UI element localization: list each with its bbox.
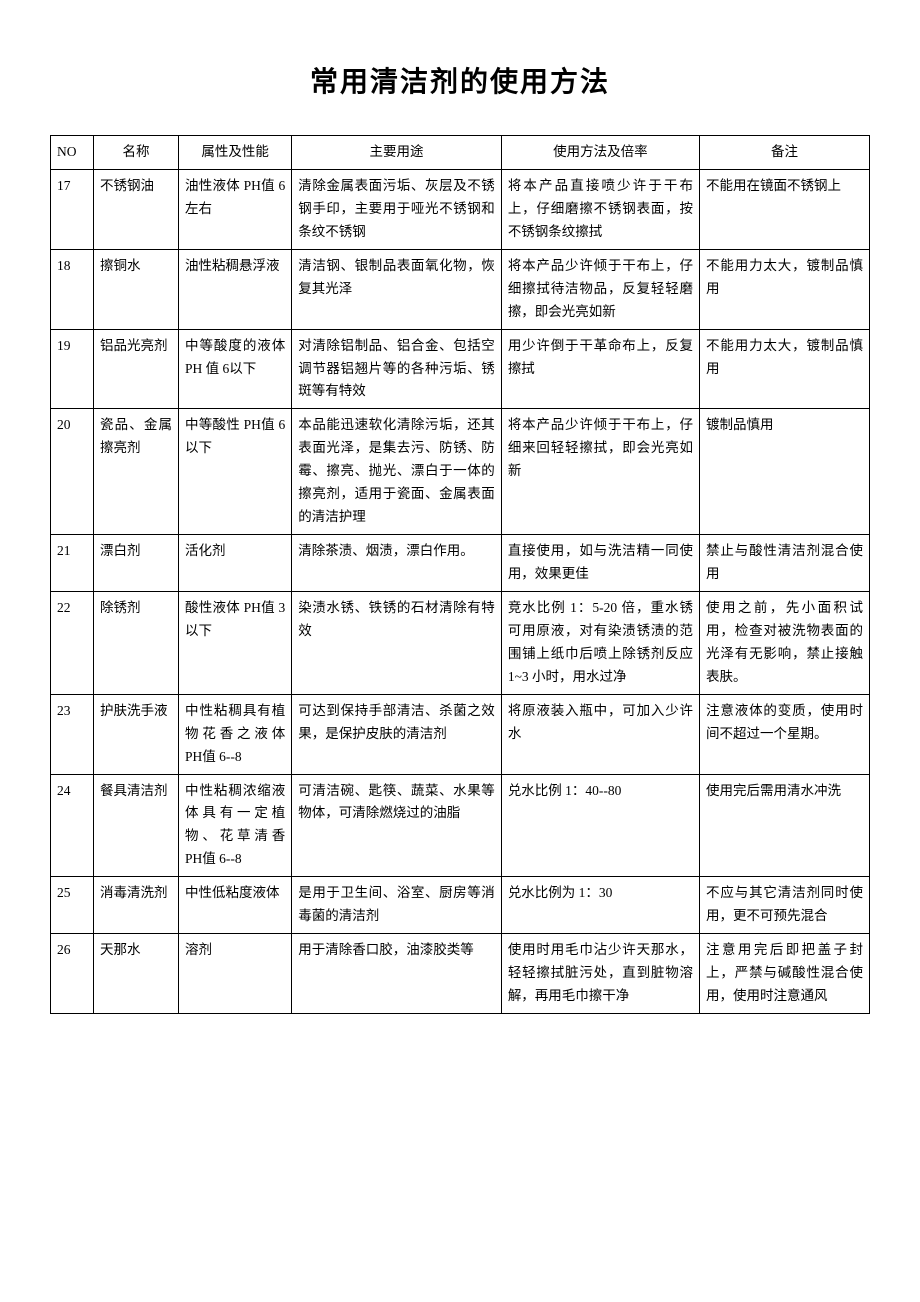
cell-no: 23 xyxy=(51,694,94,774)
cell-use: 清除茶渍、烟渍，漂白作用。 xyxy=(292,535,502,592)
cell-name: 护肤洗手液 xyxy=(94,694,179,774)
cell-no: 18 xyxy=(51,249,94,329)
cell-name: 擦铜水 xyxy=(94,249,179,329)
cell-name: 除锈剂 xyxy=(94,591,179,694)
table-row: 19 铝品光亮剂 中等酸度的液体 PH 值 6以下 对清除铝制品、铝合金、包括空… xyxy=(51,329,870,409)
cell-note: 不能用力太大，镀制品慎用 xyxy=(700,329,870,409)
cell-use: 清除金属表面污垢、灰层及不锈钢手印，主要用于哑光不锈钢和条纹不锈钢 xyxy=(292,169,502,249)
table-header-row: NO 名称 属性及性能 主要用途 使用方法及倍率 备注 xyxy=(51,136,870,170)
cell-method: 用少许倒于干革命布上，反复擦拭 xyxy=(501,329,699,409)
cleaning-agents-table: NO 名称 属性及性能 主要用途 使用方法及倍率 备注 17 不锈钢油 油性液体… xyxy=(50,135,870,1014)
cell-name: 餐具清洁剂 xyxy=(94,774,179,877)
header-no: NO xyxy=(51,136,94,170)
cell-method: 使用时用毛巾沾少许天那水，轻轻擦拭脏污处，直到脏物溶解，再用毛巾擦干净 xyxy=(501,934,699,1014)
page-title: 常用清洁剂的使用方法 xyxy=(50,60,870,100)
table-row: 18 擦铜水 油性粘稠悬浮液 清洁钢、银制品表面氧化物，恢复其光泽 将本产品少许… xyxy=(51,249,870,329)
cell-no: 20 xyxy=(51,409,94,535)
cell-use: 可达到保持手部清洁、杀菌之效果，是保护皮肤的清洁剂 xyxy=(292,694,502,774)
cell-use: 对清除铝制品、铝合金、包括空调节器铝翘片等的各种污垢、锈斑等有特效 xyxy=(292,329,502,409)
table-row: 26 天那水 溶剂 用于清除香口胶，油漆胶类等 使用时用毛巾沾少许天那水，轻轻擦… xyxy=(51,934,870,1014)
cell-attr: 活化剂 xyxy=(178,535,291,592)
cell-method: 兑水比例为 1：30 xyxy=(501,877,699,934)
cell-attr: 溶剂 xyxy=(178,934,291,1014)
cell-use: 本品能迅速软化清除污垢，还其表面光泽，是集去污、防锈、防霉、擦亮、抛光、漂白于一… xyxy=(292,409,502,535)
cell-method: 将本产品少许倾于干布上，仔细来回轻轻擦拭，即会光亮如新 xyxy=(501,409,699,535)
cell-no: 21 xyxy=(51,535,94,592)
table-row: 24 餐具清洁剂 中性粘稠浓缩液体具有一定植物、花草清香 PH值 6--8 可清… xyxy=(51,774,870,877)
cell-method: 竞水比例 1：5-20 倍，重水锈可用原液，对有染渍锈渍的范围铺上纸巾后喷上除锈… xyxy=(501,591,699,694)
table-row: 17 不锈钢油 油性液体 PH值 6 左右 清除金属表面污垢、灰层及不锈钢手印，… xyxy=(51,169,870,249)
cell-note: 注意液体的变质，使用时间不超过一个星期。 xyxy=(700,694,870,774)
cell-attr: 中性粘稠具有植物花香之液体 PH值 6--8 xyxy=(178,694,291,774)
cell-no: 26 xyxy=(51,934,94,1014)
cell-name: 瓷品、金属擦亮剂 xyxy=(94,409,179,535)
cell-note: 使用之前，先小面积试用，检查对被洗物表面的光泽有无影响，禁止接触表肤。 xyxy=(700,591,870,694)
cell-method: 将本产品少许倾于干布上，仔细擦拭待洁物品，反复轻轻磨擦，即会光亮如新 xyxy=(501,249,699,329)
cell-use: 清洁钢、银制品表面氧化物，恢复其光泽 xyxy=(292,249,502,329)
table-row: 23 护肤洗手液 中性粘稠具有植物花香之液体 PH值 6--8 可达到保持手部清… xyxy=(51,694,870,774)
cell-name: 天那水 xyxy=(94,934,179,1014)
cell-note: 使用完后需用清水冲洗 xyxy=(700,774,870,877)
cell-name: 不锈钢油 xyxy=(94,169,179,249)
cell-attr: 油性粘稠悬浮液 xyxy=(178,249,291,329)
cell-use: 用于清除香口胶，油漆胶类等 xyxy=(292,934,502,1014)
header-use: 主要用途 xyxy=(292,136,502,170)
cell-no: 19 xyxy=(51,329,94,409)
cell-no: 22 xyxy=(51,591,94,694)
cell-method: 将本产品直接喷少许于干布上，仔细磨擦不锈钢表面，按不锈钢条纹擦拭 xyxy=(501,169,699,249)
cell-attr: 酸性液体 PH值 3 以下 xyxy=(178,591,291,694)
header-method: 使用方法及倍率 xyxy=(501,136,699,170)
cell-attr: 中等酸性 PH值 6 以下 xyxy=(178,409,291,535)
cell-attr: 中性低粘度液体 xyxy=(178,877,291,934)
cell-use: 染渍水锈、铁锈的石材清除有特效 xyxy=(292,591,502,694)
table-row: 22 除锈剂 酸性液体 PH值 3 以下 染渍水锈、铁锈的石材清除有特效 竞水比… xyxy=(51,591,870,694)
cell-note: 注意用完后即把盖子封上，严禁与碱酸性混合使用，使用时注意通风 xyxy=(700,934,870,1014)
cell-use: 可清洁碗、匙筷、蔬菜、水果等物体，可清除燃烧过的油脂 xyxy=(292,774,502,877)
cell-name: 漂白剂 xyxy=(94,535,179,592)
cell-method: 兑水比例 1：40--80 xyxy=(501,774,699,877)
cell-no: 25 xyxy=(51,877,94,934)
cell-note: 禁止与酸性清洁剂混合使用 xyxy=(700,535,870,592)
cell-method: 直接使用，如与洗洁精一同使用，效果更佳 xyxy=(501,535,699,592)
table-row: 25 消毒清洗剂 中性低粘度液体 是用于卫生间、浴室、厨房等消毒菌的清洁剂 兑水… xyxy=(51,877,870,934)
table-row: 21 漂白剂 活化剂 清除茶渍、烟渍，漂白作用。 直接使用，如与洗洁精一同使用，… xyxy=(51,535,870,592)
cell-note: 不能用在镜面不锈钢上 xyxy=(700,169,870,249)
cell-no: 24 xyxy=(51,774,94,877)
cell-attr: 中性粘稠浓缩液体具有一定植物、花草清香 PH值 6--8 xyxy=(178,774,291,877)
cell-note: 不能用力太大，镀制品慎用 xyxy=(700,249,870,329)
table-row: 20 瓷品、金属擦亮剂 中等酸性 PH值 6 以下 本品能迅速软化清除污垢，还其… xyxy=(51,409,870,535)
table-body: 17 不锈钢油 油性液体 PH值 6 左右 清除金属表面污垢、灰层及不锈钢手印，… xyxy=(51,169,870,1013)
header-note: 备注 xyxy=(700,136,870,170)
cell-use: 是用于卫生间、浴室、厨房等消毒菌的清洁剂 xyxy=(292,877,502,934)
cell-note: 不应与其它清洁剂同时使用，更不可预先混合 xyxy=(700,877,870,934)
cell-name: 铝品光亮剂 xyxy=(94,329,179,409)
cell-attr: 中等酸度的液体 PH 值 6以下 xyxy=(178,329,291,409)
cell-name: 消毒清洗剂 xyxy=(94,877,179,934)
cell-note: 镀制品慎用 xyxy=(700,409,870,535)
cell-no: 17 xyxy=(51,169,94,249)
cell-attr: 油性液体 PH值 6 左右 xyxy=(178,169,291,249)
cell-method: 将原液装入瓶中，可加入少许水 xyxy=(501,694,699,774)
header-name: 名称 xyxy=(94,136,179,170)
header-attr: 属性及性能 xyxy=(178,136,291,170)
